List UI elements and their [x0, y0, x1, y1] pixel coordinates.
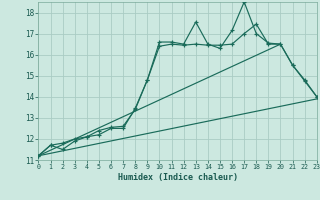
- X-axis label: Humidex (Indice chaleur): Humidex (Indice chaleur): [118, 173, 238, 182]
